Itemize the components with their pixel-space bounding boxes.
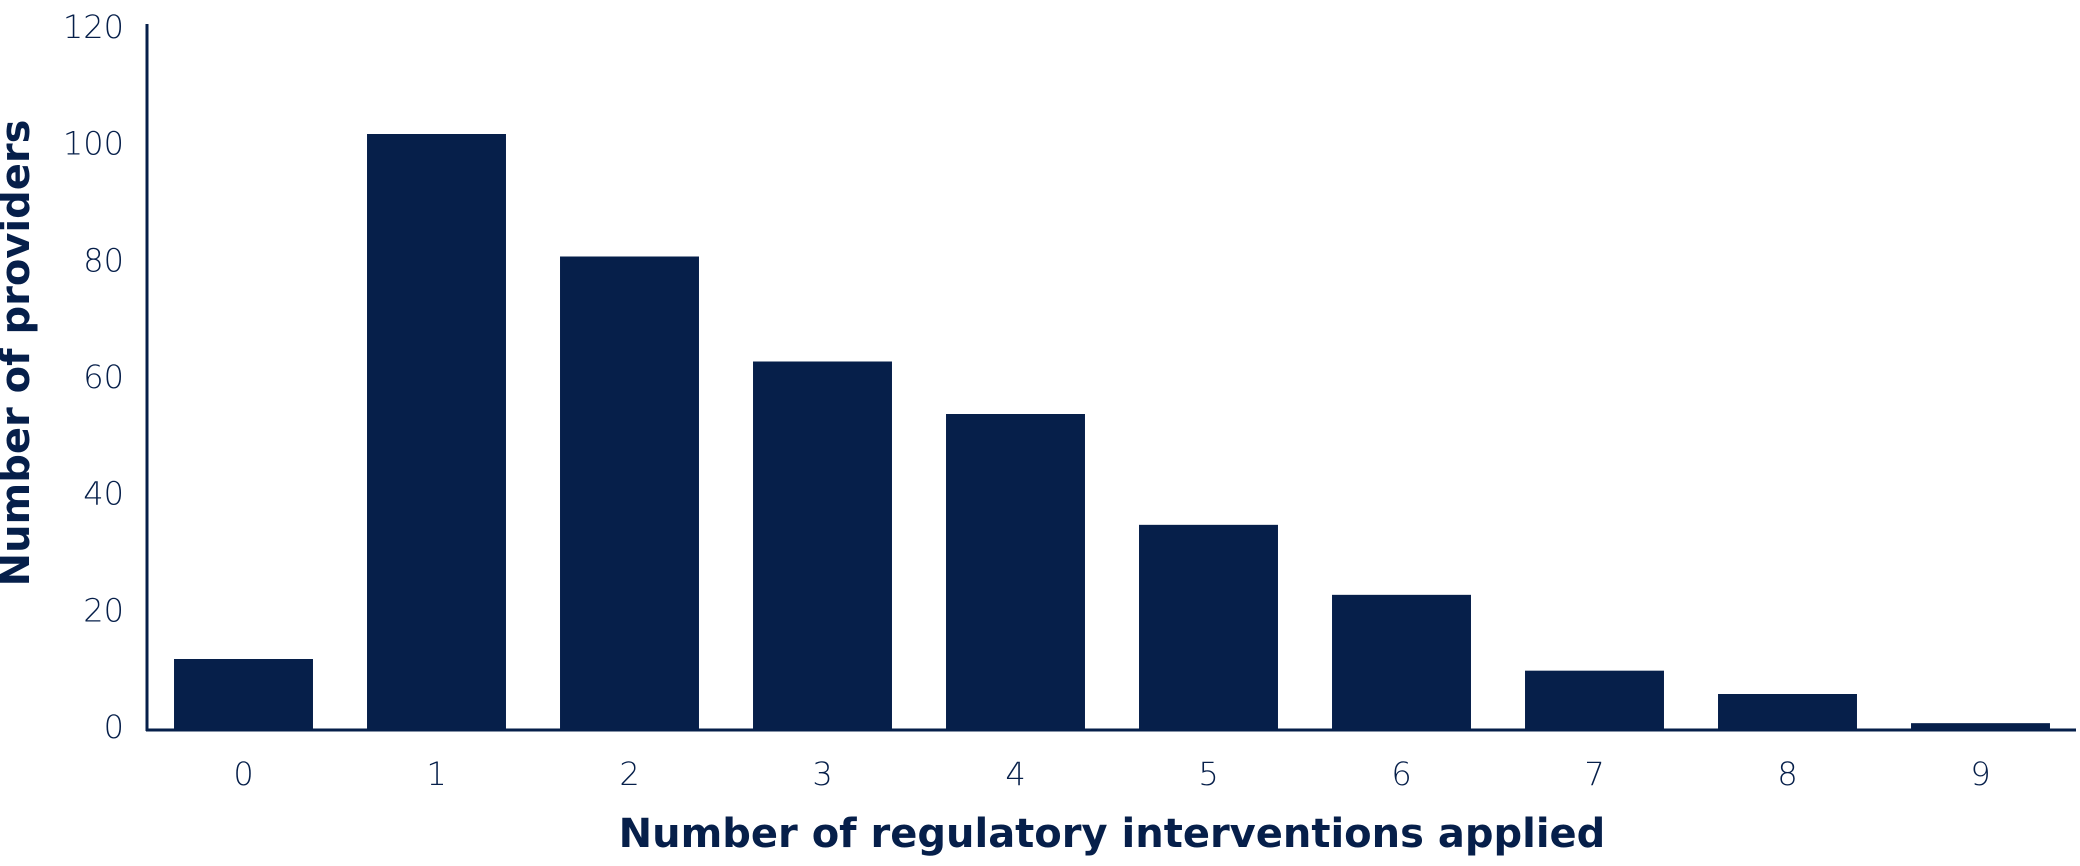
x-tick-label: 2 [619, 755, 639, 793]
bar [1332, 594, 1471, 729]
x-tick-label: 3 [812, 755, 832, 793]
bar [1911, 723, 2050, 729]
bar [946, 414, 1085, 729]
y-tick-label: 80 [83, 241, 124, 279]
y-axis-label: Number of providers [0, 120, 39, 587]
bar [1139, 524, 1278, 729]
y-tick-label: 60 [83, 358, 124, 396]
x-tick-label: 8 [1777, 755, 1797, 793]
bar [1525, 670, 1664, 729]
y-tick-label: 40 [83, 475, 124, 513]
x-tick-label: 9 [1970, 755, 1990, 793]
bar [1718, 694, 1857, 729]
y-tick-label: 0 [104, 708, 124, 746]
x-tick-label: 6 [1391, 755, 1411, 793]
x-tick-label: 7 [1584, 755, 1604, 793]
bar [367, 134, 506, 729]
x-axis-label: Number of regulatory interventions appli… [619, 811, 1606, 857]
x-tick-label: 0 [233, 755, 253, 793]
y-tick-label: 20 [83, 591, 124, 629]
y-tick-label: 100 [63, 125, 124, 163]
x-tick-label: 5 [1198, 755, 1218, 793]
x-tick-label: 1 [426, 755, 446, 793]
y-tick-label: 120 [63, 8, 124, 46]
bar [753, 361, 892, 729]
x-tick-label: 4 [1005, 755, 1025, 793]
bar [174, 659, 313, 729]
bar [560, 256, 699, 729]
